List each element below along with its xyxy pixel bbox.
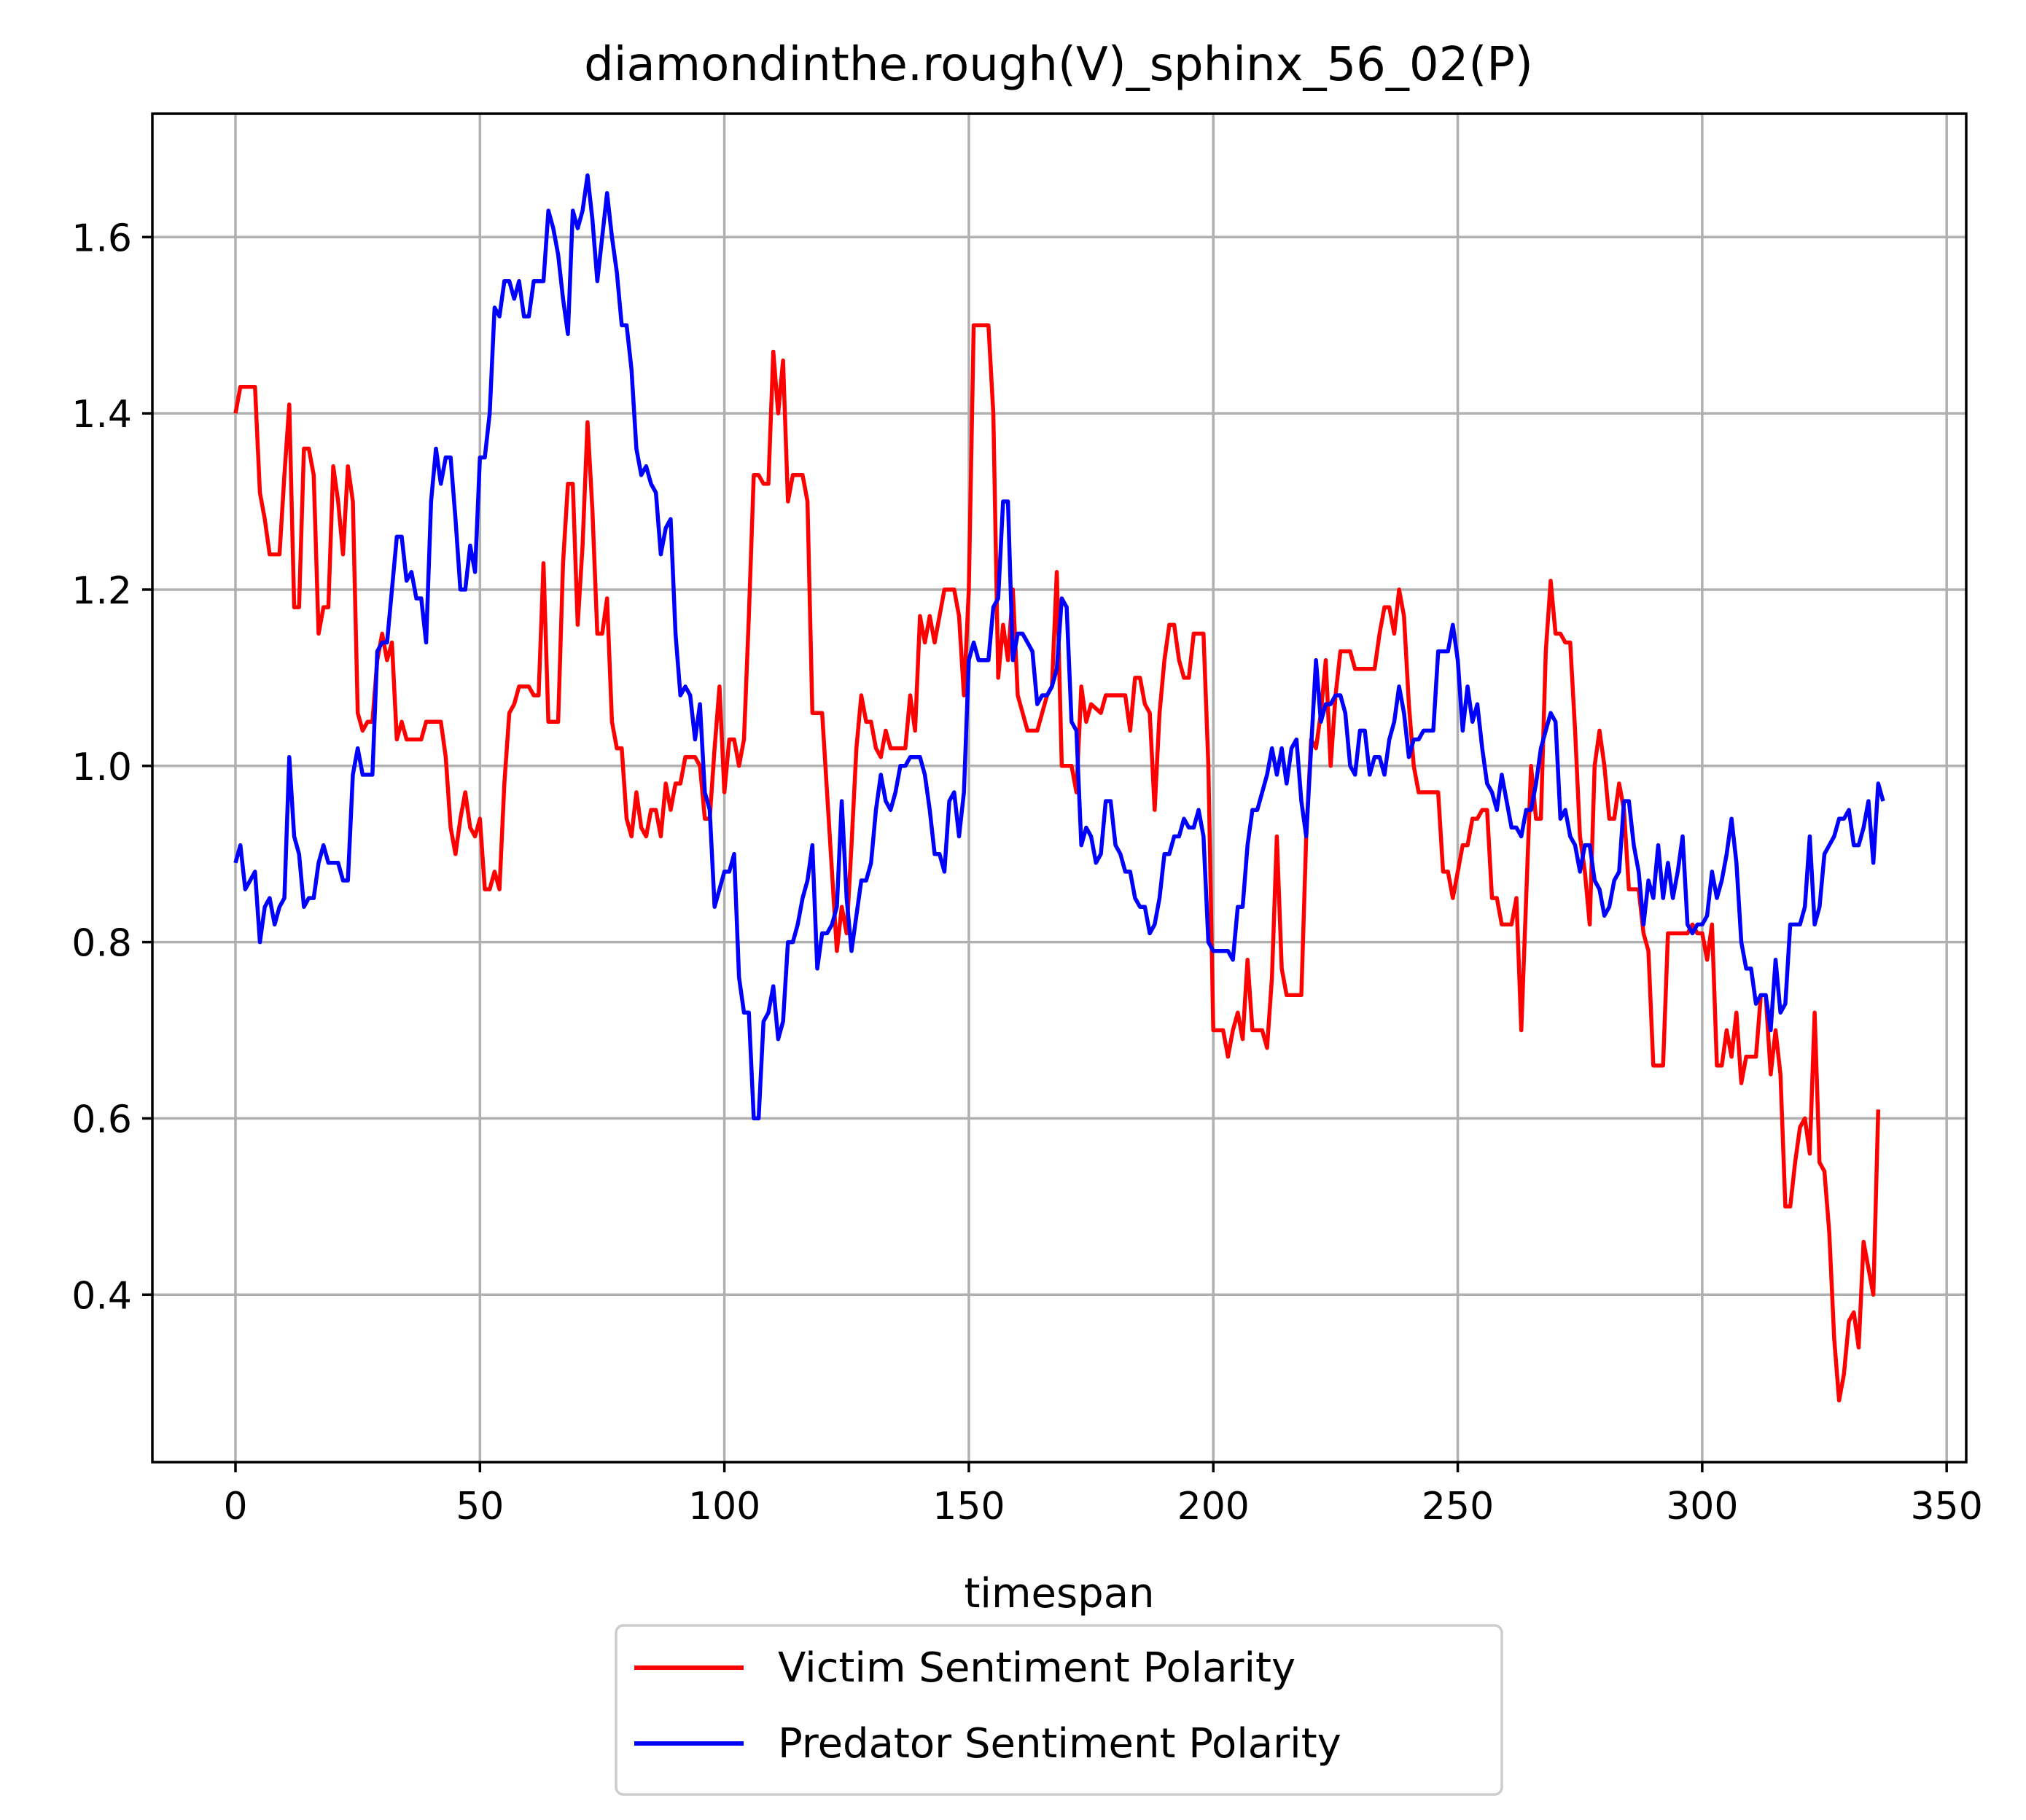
y-tick-label: 1.6: [71, 216, 132, 260]
series-line-victim: [233, 323, 1881, 1403]
y-tick-label: 0.4: [71, 1274, 132, 1318]
y-tick-label: 0.6: [71, 1098, 132, 1141]
series-layer: [233, 173, 1885, 1403]
x-tick-label: 0: [223, 1485, 247, 1528]
grid: [152, 114, 1966, 1462]
series-line-predator: [233, 173, 1885, 1121]
x-axis-label: timespan: [964, 1570, 1154, 1617]
x-tick-label: 50: [456, 1485, 504, 1528]
x-axis: 0 50 100 150 200 250 300 350: [223, 1462, 1983, 1528]
legend-box: [615, 1624, 1503, 1796]
legend: Victim Sentiment Polarity Predator Senti…: [615, 1624, 1503, 1796]
x-tick-label: 150: [932, 1485, 1005, 1528]
y-tick-label: 1.0: [71, 746, 132, 789]
x-tick-label: 250: [1422, 1485, 1494, 1528]
x-tick-label: 300: [1666, 1485, 1738, 1528]
plot-frame: [151, 112, 1968, 1464]
x-tick-label: 350: [1911, 1485, 1983, 1528]
x-tick-label: 100: [688, 1485, 760, 1528]
x-tick-label: 200: [1177, 1485, 1250, 1528]
y-tick-label: 1.2: [71, 569, 132, 613]
y-tick-label: 0.8: [71, 922, 132, 966]
y-axis: 0.4 0.6 0.8 1.0 1.2 1.4 1.6: [71, 216, 152, 1318]
y-tick-label: 1.4: [71, 393, 132, 437]
legend-label-predator: Predator Sentiment Polarity: [778, 1720, 1341, 1768]
legend-label-victim: Victim Sentiment Polarity: [778, 1644, 1296, 1692]
chart-title: diamondinthe.rough(V)_sphinx_56_02(P): [584, 38, 1533, 92]
